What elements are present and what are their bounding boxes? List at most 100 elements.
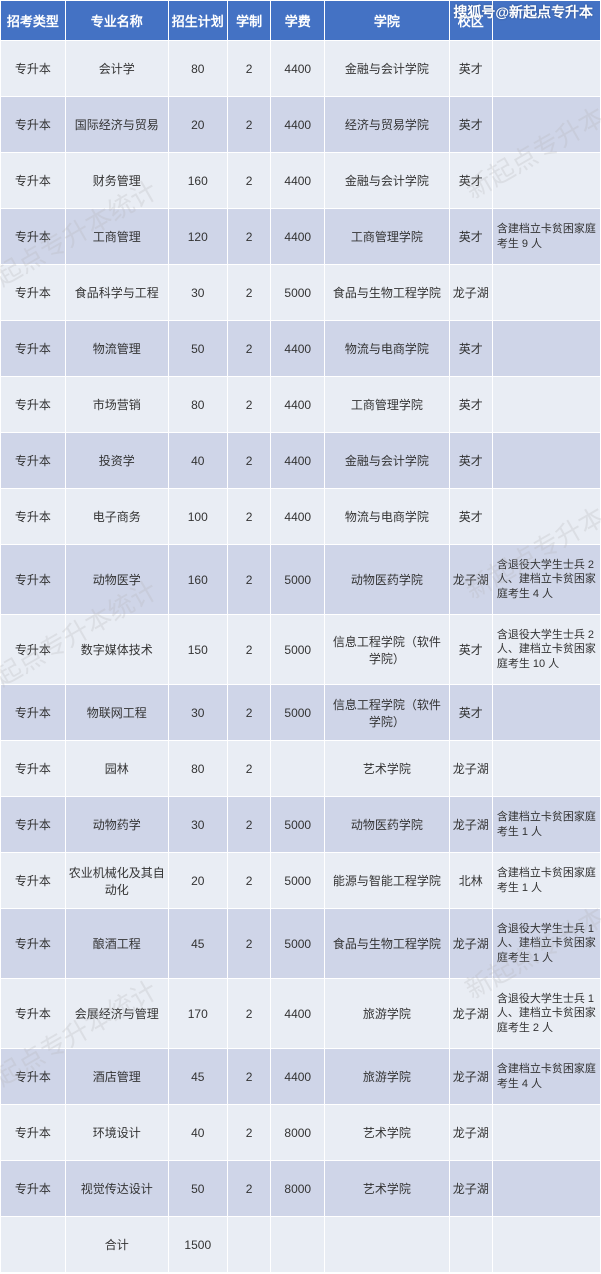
table-cell: 合计 xyxy=(65,1217,168,1273)
table-cell: 龙子湖 xyxy=(449,741,492,797)
table-cell: 4400 xyxy=(271,1049,325,1105)
table-cell xyxy=(325,1217,449,1273)
table-cell: 2 xyxy=(228,1105,271,1161)
table-cell: 专升本 xyxy=(1,433,66,489)
table-cell: 4400 xyxy=(271,209,325,265)
table-cell: 2 xyxy=(228,797,271,853)
table-cell: 英才 xyxy=(449,321,492,377)
table-cell: 园林 xyxy=(65,741,168,797)
table-cell xyxy=(492,1217,600,1273)
table-cell: 物联网工程 xyxy=(65,685,168,741)
table-cell: 英才 xyxy=(449,433,492,489)
table-cell: 专升本 xyxy=(1,979,66,1049)
table-cell: 5000 xyxy=(271,909,325,979)
table-cell: 40 xyxy=(168,433,227,489)
table-cell: 英才 xyxy=(449,489,492,545)
table-row: 专升本数字媒体技术15025000信息工程学院（软件学院）英才含退役大学生士兵 … xyxy=(1,615,601,685)
table-cell: 工商管理学院 xyxy=(325,209,449,265)
col-header-type: 招考类型 xyxy=(1,1,66,41)
table-cell: 动物药学 xyxy=(65,797,168,853)
table-cell: 财务管理 xyxy=(65,153,168,209)
table-row: 专升本动物医学16025000动物医药学院龙子湖含退役大学生士兵 2 人、建档立… xyxy=(1,545,601,615)
table-cell: 专升本 xyxy=(1,615,66,685)
table-cell: 投资学 xyxy=(65,433,168,489)
table-cell: 金融与会计学院 xyxy=(325,433,449,489)
table-cell: 4400 xyxy=(271,979,325,1049)
table-cell: 2 xyxy=(228,979,271,1049)
table-cell: 专升本 xyxy=(1,1105,66,1161)
table-cell: 含退役大学生士兵 1 人、建档立卡贫困家庭考生 1 人 xyxy=(492,909,600,979)
table-cell: 专升本 xyxy=(1,97,66,153)
table-cell: 2 xyxy=(228,97,271,153)
table-cell: 20 xyxy=(168,853,227,909)
table-cell xyxy=(228,1217,271,1273)
table-cell: 龙子湖 xyxy=(449,265,492,321)
table-cell: 龙子湖 xyxy=(449,979,492,1049)
table-cell: 国际经济与贸易 xyxy=(65,97,168,153)
table-cell: 专升本 xyxy=(1,489,66,545)
table-cell: 8000 xyxy=(271,1161,325,1217)
table-cell: 龙子湖 xyxy=(449,545,492,615)
table-cell: 50 xyxy=(168,1161,227,1217)
table-cell xyxy=(492,97,600,153)
table-cell: 专升本 xyxy=(1,321,66,377)
table-cell: 含退役大学生士兵 1 人、建档立卡贫困家庭考生 2 人 xyxy=(492,979,600,1049)
table-cell: 酿酒工程 xyxy=(65,909,168,979)
table-cell xyxy=(492,265,600,321)
table-cell: 80 xyxy=(168,377,227,433)
table-cell: 专升本 xyxy=(1,209,66,265)
table-cell: 旅游学院 xyxy=(325,979,449,1049)
table-cell: 5000 xyxy=(271,853,325,909)
table-cell: 物流管理 xyxy=(65,321,168,377)
table-cell: 4400 xyxy=(271,41,325,97)
table-cell: 专升本 xyxy=(1,153,66,209)
table-body: 专升本会计学8024400金融与会计学院英才专升本国际经济与贸易2024400经… xyxy=(1,41,601,1273)
table-cell: 工商管理学院 xyxy=(325,377,449,433)
table-cell: 2 xyxy=(228,41,271,97)
table-cell xyxy=(1,1217,66,1273)
table-cell: 市场营销 xyxy=(65,377,168,433)
table-cell: 2 xyxy=(228,545,271,615)
table-cell: 英才 xyxy=(449,41,492,97)
table-cell: 2 xyxy=(228,1161,271,1217)
table-cell: 2 xyxy=(228,1049,271,1105)
table-row: 合计1500 xyxy=(1,1217,601,1273)
table-row: 专升本环境设计4028000艺术学院龙子湖 xyxy=(1,1105,601,1161)
table-cell: 英才 xyxy=(449,615,492,685)
table-cell: 信息工程学院（软件学院） xyxy=(325,685,449,741)
table-cell: 旅游学院 xyxy=(325,1049,449,1105)
table-cell xyxy=(449,1217,492,1273)
table-cell: 酒店管理 xyxy=(65,1049,168,1105)
watermark-top: 搜狐号@新起点专升本 xyxy=(453,2,593,22)
table-cell: 动物医学 xyxy=(65,545,168,615)
table-cell: 动物医药学院 xyxy=(325,797,449,853)
table-cell: 龙子湖 xyxy=(449,1049,492,1105)
table-cell: 150 xyxy=(168,615,227,685)
table-cell: 含建档立卡贫困家庭考生 1 人 xyxy=(492,797,600,853)
table-cell: 龙子湖 xyxy=(449,909,492,979)
table-cell: 4400 xyxy=(271,377,325,433)
table-cell: 2 xyxy=(228,489,271,545)
table-cell: 环境设计 xyxy=(65,1105,168,1161)
table-cell: 2 xyxy=(228,741,271,797)
table-cell: 专升本 xyxy=(1,41,66,97)
table-cell: 信息工程学院（软件学院） xyxy=(325,615,449,685)
table-row: 专升本食品科学与工程3025000食品与生物工程学院龙子湖 xyxy=(1,265,601,321)
table-cell: 2 xyxy=(228,377,271,433)
table-cell: 45 xyxy=(168,909,227,979)
table-cell: 2 xyxy=(228,265,271,321)
table-cell: 动物医药学院 xyxy=(325,545,449,615)
table-cell xyxy=(492,1105,600,1161)
table-cell xyxy=(492,377,600,433)
table-cell: 5000 xyxy=(271,615,325,685)
table-cell: 2 xyxy=(228,909,271,979)
table-cell: 4400 xyxy=(271,153,325,209)
table-cell: 会展经济与管理 xyxy=(65,979,168,1049)
table-cell: 50 xyxy=(168,321,227,377)
table-cell: 5000 xyxy=(271,797,325,853)
col-header-plan: 招生计划 xyxy=(168,1,227,41)
table-cell: 4400 xyxy=(271,97,325,153)
enrollment-table: 招考类型 专业名称 招生计划 学制 学费 学院 校区 专升本会计学8024400… xyxy=(0,0,601,1273)
table-cell: 食品与生物工程学院 xyxy=(325,265,449,321)
table-cell: 专升本 xyxy=(1,545,66,615)
